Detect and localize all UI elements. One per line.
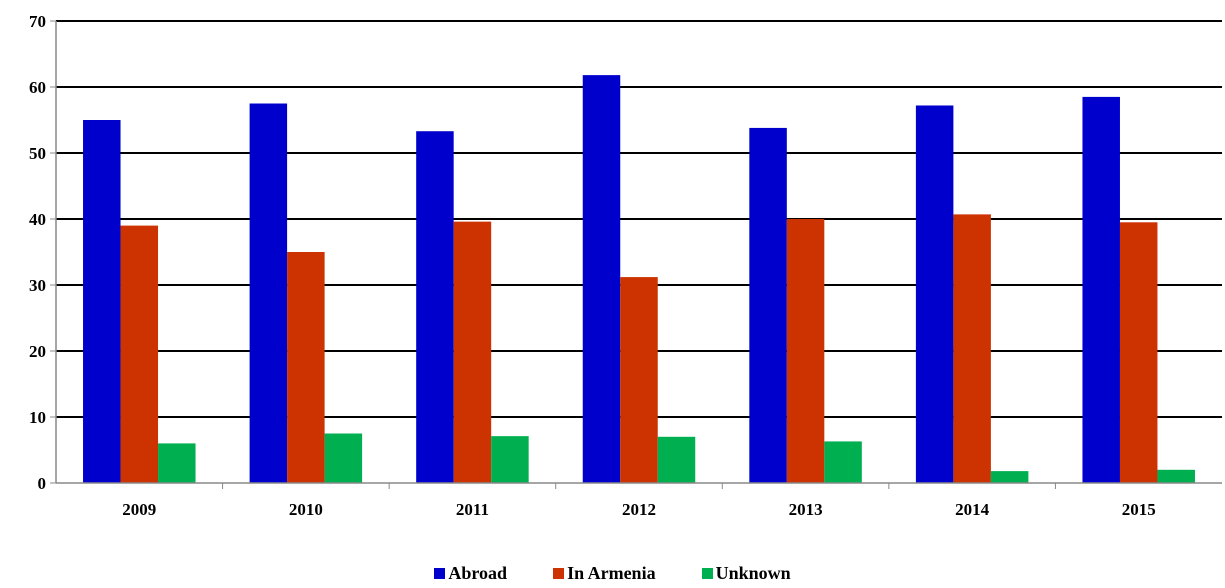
bar-abroad-2012: [582, 75, 621, 484]
legend-item: Unknown: [701, 563, 791, 584]
x-tick-label: 2011: [456, 500, 489, 519]
bar-abroad-2010: [249, 103, 288, 483]
y-tick-label: 50: [29, 144, 46, 163]
bar-unknown-2009: [158, 443, 196, 483]
bar-chart: 0 10 20 30 40 50 60 70 2009 2010 2011 2012 2013 2014…: [29, 12, 1222, 519]
bar-in-armenia-2015: [1119, 222, 1158, 484]
bar-in-armenia-2011: [453, 221, 492, 483]
x-axis-tick-labels: 2009 2010 2011 2012 2013 2014 2015: [122, 500, 1155, 519]
legend-swatch: [553, 568, 565, 579]
bar-abroad-2015: [1082, 96, 1120, 484]
y-axis-tick-labels: 0 10 20 30 40 50 60 70: [29, 12, 46, 493]
x-tick-label: 2013: [789, 500, 823, 519]
legend-item: In Armenia: [553, 563, 656, 584]
bars: [83, 75, 1195, 484]
y-tick-label: 40: [29, 210, 46, 229]
legend-swatch: [701, 568, 713, 579]
y-tick-label: 0: [38, 474, 47, 493]
axes: [50, 20, 1222, 489]
bar-in-armenia-2014: [953, 214, 991, 483]
legend-item: Abroad: [434, 563, 507, 584]
x-tick-label: 2015: [1122, 500, 1156, 519]
y-tick-label: 10: [29, 408, 46, 427]
bar-unknown-2014: [990, 471, 1029, 483]
y-tick-label: 60: [29, 78, 46, 97]
y-tick-label: 20: [29, 342, 46, 361]
y-tick-label: 30: [29, 276, 46, 295]
bar-in-armenia-2009: [120, 225, 159, 483]
bar-in-armenia-2013: [786, 219, 825, 483]
bar-abroad-2014: [915, 105, 954, 483]
legend: Abroad In Armenia Unknown: [0, 563, 1225, 584]
bar-in-armenia-2012: [620, 277, 658, 483]
y-tick-label: 70: [29, 12, 46, 31]
x-tick-label: 2010: [289, 500, 323, 519]
x-tick-label: 2009: [122, 500, 156, 519]
x-tick-label: 2014: [955, 500, 990, 519]
bar-unknown-2015: [1157, 469, 1195, 483]
bar-abroad-2009: [83, 120, 121, 483]
legend-label: In Armenia: [567, 563, 656, 583]
bar-unknown-2013: [824, 441, 862, 483]
bar-unknown-2012: [657, 436, 696, 483]
legend-label: Abroad: [448, 563, 508, 583]
bar-unknown-2010: [324, 433, 363, 483]
x-tick-label: 2012: [622, 500, 656, 519]
bar-unknown-2011: [491, 436, 529, 483]
bar-abroad-2013: [749, 127, 787, 484]
legend-label: Unknown: [715, 563, 791, 583]
bar-abroad-2011: [416, 131, 454, 483]
legend-swatch: [434, 568, 446, 579]
bar-in-armenia-2010: [287, 252, 325, 483]
